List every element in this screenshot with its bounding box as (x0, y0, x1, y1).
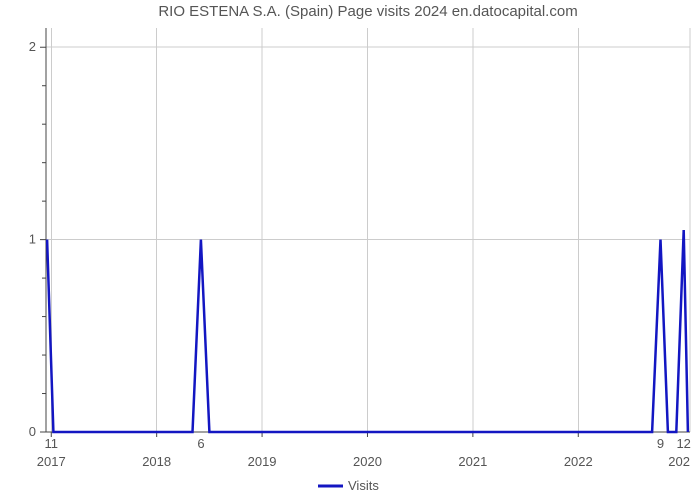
svg-text:0: 0 (29, 424, 36, 439)
svg-text:6: 6 (197, 436, 204, 451)
svg-text:2021: 2021 (458, 454, 487, 469)
visits-chart: RIO ESTENA S.A. (Spain) Page visits 2024… (0, 0, 700, 500)
svg-text:2019: 2019 (248, 454, 277, 469)
svg-text:2018: 2018 (142, 454, 171, 469)
x-ticks: 2017 2018 2019 2020 2021 2022 202 (37, 432, 690, 469)
foot-labels: 11 6 9 12 (45, 436, 691, 451)
svg-text:9: 9 (657, 436, 664, 451)
svg-text:2020: 2020 (353, 454, 382, 469)
legend: Visits (318, 478, 379, 493)
svg-text:2: 2 (29, 39, 36, 54)
svg-text:2022: 2022 (564, 454, 593, 469)
svg-text:202: 202 (668, 454, 690, 469)
legend-label: Visits (348, 478, 379, 493)
svg-text:2017: 2017 (37, 454, 66, 469)
svg-text:1: 1 (29, 232, 36, 247)
svg-text:11: 11 (45, 436, 59, 451)
grid (46, 28, 690, 432)
y-ticks: 0 1 2 (29, 39, 46, 439)
chart-title: RIO ESTENA S.A. (Spain) Page visits 2024… (158, 3, 577, 20)
svg-text:12: 12 (676, 436, 690, 451)
